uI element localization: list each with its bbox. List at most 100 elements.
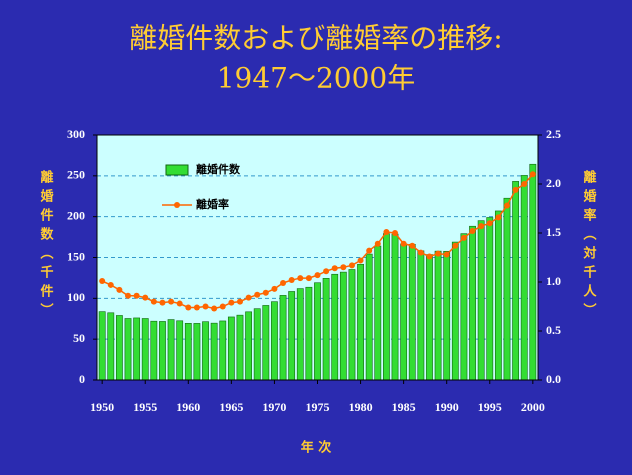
y-tick-label: 250: [67, 168, 85, 182]
bar: [494, 210, 502, 381]
line-point: [374, 240, 381, 247]
line-point: [478, 223, 485, 230]
bar: [236, 314, 244, 381]
bar: [107, 312, 115, 381]
line-point: [185, 304, 192, 311]
line-point: [452, 242, 459, 249]
bar: [271, 301, 278, 381]
bar: [167, 319, 175, 381]
bar: [150, 320, 158, 381]
bar: [331, 273, 339, 381]
plot-border: [96, 134, 539, 381]
bar: [245, 311, 252, 381]
line-point: [357, 257, 364, 264]
bar: [98, 311, 106, 381]
line-point: [323, 268, 330, 275]
line-point: [228, 299, 235, 306]
line-point: [125, 292, 132, 299]
line-point: [133, 292, 140, 299]
bar: [339, 271, 347, 381]
bar: [357, 263, 364, 381]
line-point: [435, 250, 442, 257]
y-tick-label: 100: [67, 290, 85, 304]
line-point: [392, 230, 399, 236]
bar: [365, 253, 373, 381]
line-point: [193, 304, 200, 311]
y2-tick-label: 0.5: [546, 323, 561, 337]
line-point: [211, 305, 218, 312]
bar: [219, 320, 227, 381]
line-point: [271, 285, 278, 292]
bar: [348, 269, 356, 381]
line-point: [495, 214, 502, 221]
line-point: [512, 186, 519, 193]
bar: [486, 217, 494, 381]
line-point: [176, 300, 183, 307]
legend-label: 離婚率: [196, 197, 229, 211]
bar: [124, 318, 132, 381]
bar: [434, 250, 442, 381]
bar: [426, 254, 433, 381]
legend-swatch: [165, 164, 189, 176]
bar: [141, 318, 149, 381]
line-point: [366, 247, 373, 254]
line-point: [305, 275, 312, 282]
bar: [503, 197, 511, 381]
line-point: [254, 291, 261, 298]
line-point: [383, 229, 390, 236]
bar: [512, 181, 520, 381]
y2-tick-label: 1.0: [546, 274, 561, 288]
chart-title: 離婚件数および離婚率の推移:: [129, 22, 502, 55]
y2-axis-label: 離婚率（対千人）: [581, 169, 598, 322]
x-tick-label: 1975: [306, 400, 330, 414]
bar: [115, 315, 123, 381]
line-point: [219, 303, 226, 310]
y2-tick-label: 1.5: [546, 225, 561, 239]
line-point: [288, 277, 295, 284]
x-tick-label: 1980: [349, 400, 373, 414]
x-tick-label: 1965: [219, 400, 243, 414]
line-point: [297, 275, 304, 282]
bar: [391, 233, 399, 381]
y-tick-label: 50: [73, 331, 85, 345]
line-point: [409, 242, 416, 249]
line-point: [116, 286, 123, 293]
bar: [469, 225, 476, 381]
bar: [383, 233, 390, 381]
bar: [305, 286, 313, 381]
y2-tick-label: 0.0: [546, 372, 561, 386]
x-axis-label: 年 次: [301, 440, 332, 456]
line-point: [280, 279, 287, 286]
line-point: [486, 220, 493, 227]
line-point: [417, 249, 424, 256]
line-point: [262, 289, 269, 296]
bar: [227, 316, 235, 381]
line-point: [107, 281, 114, 288]
line-point: [99, 278, 106, 285]
line-point: [460, 234, 467, 241]
bar: [184, 323, 192, 381]
line-point: [529, 171, 536, 178]
x-tick-label: 1970: [262, 400, 286, 414]
bar: [443, 250, 451, 381]
bar: [460, 233, 468, 381]
x-tick-label: 1985: [392, 400, 416, 414]
line-point: [245, 294, 252, 301]
line-point: [159, 299, 166, 306]
x-tick-label: 1950: [90, 400, 114, 414]
bar: [202, 321, 209, 381]
line-point: [469, 228, 476, 235]
bar: [322, 278, 330, 381]
line-point: [340, 264, 347, 271]
line-point: [503, 202, 510, 209]
legend-label: 離婚件数: [196, 162, 241, 176]
x-tick-label: 1995: [478, 400, 502, 414]
bar: [520, 175, 528, 381]
y-tick-label: 150: [67, 249, 85, 263]
line-point: [168, 298, 175, 305]
y2-tick-label: 2.0: [546, 176, 561, 190]
bar: [451, 241, 459, 381]
bar: [477, 220, 485, 381]
bar: [176, 320, 184, 381]
